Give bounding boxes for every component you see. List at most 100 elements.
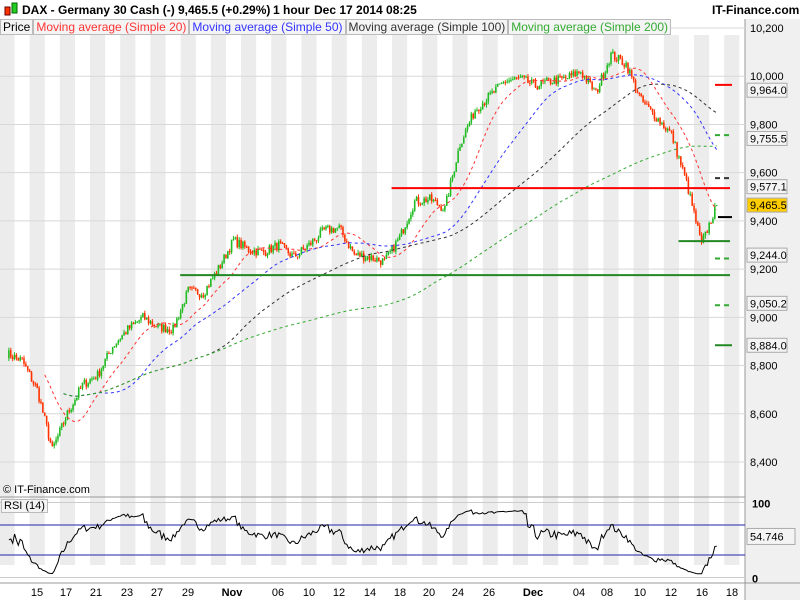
candle <box>374 257 376 262</box>
candle-body <box>466 126 469 130</box>
candle <box>219 264 222 270</box>
candle-body <box>612 51 614 53</box>
candle-body <box>121 335 123 340</box>
candle-body <box>447 195 450 197</box>
candle-body <box>340 225 342 228</box>
candle-body <box>564 76 567 79</box>
price-label-text: 9,050.2 <box>750 298 787 310</box>
legend-ma100[interactable]: Moving average (Simple 100) <box>345 19 509 35</box>
legend-ma200[interactable]: Moving average (Simple 200) <box>508 19 671 35</box>
candle-body <box>325 226 327 230</box>
candle <box>685 172 688 182</box>
candle <box>64 416 67 426</box>
candle <box>132 321 135 325</box>
candle <box>561 75 563 80</box>
candle-body <box>387 251 390 255</box>
price-label-text: 9,964.0 <box>750 85 787 97</box>
candle <box>293 250 295 255</box>
legend-ma20[interactable]: Moving average (Simple 20) <box>33 19 190 35</box>
candle <box>245 245 248 249</box>
candle-body <box>43 412 46 416</box>
candle <box>34 381 37 387</box>
candle <box>612 48 614 55</box>
candle-body <box>681 165 684 168</box>
candle <box>191 286 193 291</box>
candle-body <box>470 113 473 123</box>
candle-body <box>563 76 565 78</box>
candle-body <box>62 423 65 425</box>
candle-body <box>619 55 622 59</box>
candle-body <box>468 122 471 127</box>
candle-body <box>400 229 403 236</box>
candle <box>11 354 14 362</box>
day-band <box>724 35 740 565</box>
x-tick-label: 17 <box>60 587 72 599</box>
candle <box>629 67 631 76</box>
candle <box>378 257 380 262</box>
candle <box>91 376 93 382</box>
candle <box>487 92 490 105</box>
candle-body <box>502 82 505 84</box>
candle <box>457 147 459 164</box>
candle-body <box>455 162 458 172</box>
candle <box>225 254 227 259</box>
candle-body <box>421 203 424 205</box>
candle-body <box>540 80 542 87</box>
x-tick-label: 15 <box>31 587 43 599</box>
candle <box>602 72 605 81</box>
candle-body <box>168 329 171 333</box>
candle <box>87 382 89 388</box>
candle <box>364 255 367 262</box>
candle <box>17 357 20 361</box>
candle <box>23 355 25 367</box>
candle-body <box>366 256 369 259</box>
candle-body <box>79 387 82 389</box>
candle-body <box>687 179 690 194</box>
candle <box>466 123 469 133</box>
legend-price[interactable]: Price <box>0 19 34 35</box>
candle <box>123 329 125 336</box>
candle <box>294 251 297 257</box>
candle <box>400 228 403 237</box>
candle <box>393 244 395 253</box>
candle <box>332 227 335 234</box>
candle-body <box>404 227 407 234</box>
candle <box>238 237 240 250</box>
y-tick-label: 10,000 <box>750 71 784 83</box>
candle <box>47 421 50 442</box>
candle-body <box>521 75 524 77</box>
y-tick-label: 9,400 <box>750 216 778 228</box>
candle <box>234 236 237 240</box>
candle-body <box>319 229 322 238</box>
candle-body <box>323 227 325 230</box>
candle <box>495 84 497 94</box>
candle <box>408 218 410 225</box>
candle-body <box>17 357 20 361</box>
candle-body <box>238 239 240 248</box>
candle <box>464 127 467 138</box>
candle <box>323 226 325 231</box>
candle <box>330 225 333 234</box>
candle <box>142 312 144 318</box>
legend-ma50[interactable]: Moving average (Simple 50) <box>189 19 346 35</box>
candle-body <box>57 435 59 440</box>
candle-body <box>549 78 552 84</box>
candle <box>708 221 710 236</box>
candle-body <box>423 198 425 204</box>
price-label-box <box>746 247 788 263</box>
candle <box>566 77 569 80</box>
candle <box>376 255 378 263</box>
candle-body <box>66 410 69 420</box>
x-tick-label: 21 <box>90 587 102 599</box>
candle <box>206 285 208 296</box>
candle <box>221 260 223 269</box>
candle <box>366 256 369 261</box>
price-label-text: 9,755.5 <box>750 133 787 145</box>
candle <box>53 441 55 449</box>
candle <box>25 361 27 367</box>
candle <box>153 324 156 328</box>
candle-body <box>191 287 193 289</box>
candle <box>589 76 592 83</box>
candle <box>28 368 31 373</box>
